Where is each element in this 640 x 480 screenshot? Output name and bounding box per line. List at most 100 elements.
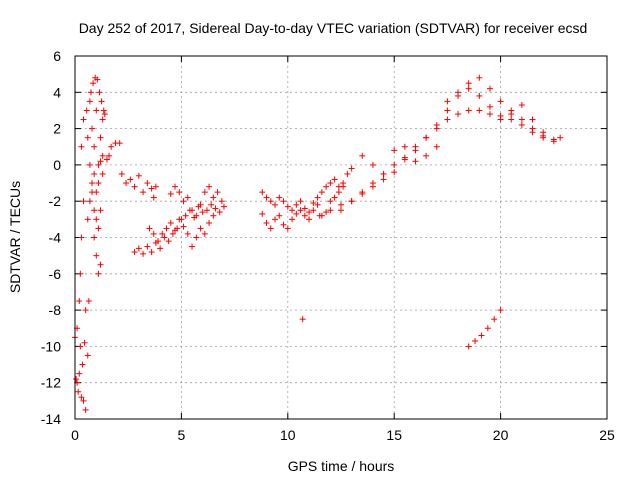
y-tick-label: -14 bbox=[41, 411, 61, 427]
data-point bbox=[148, 185, 155, 192]
data-point bbox=[444, 98, 451, 105]
data-point bbox=[98, 98, 105, 105]
data-point bbox=[180, 223, 187, 230]
data-point bbox=[331, 176, 338, 183]
data-point bbox=[154, 238, 161, 245]
data-point bbox=[391, 147, 398, 154]
data-point bbox=[486, 85, 493, 92]
data-point bbox=[518, 121, 525, 128]
data-point bbox=[84, 352, 91, 359]
data-point bbox=[486, 111, 493, 118]
data-point bbox=[146, 225, 153, 232]
data-point bbox=[316, 212, 323, 219]
data-point bbox=[91, 234, 98, 241]
data-point bbox=[172, 183, 179, 190]
data-point bbox=[84, 134, 91, 141]
data-point bbox=[86, 161, 93, 168]
data-point bbox=[106, 152, 113, 159]
data-point bbox=[391, 161, 398, 168]
data-point bbox=[144, 243, 151, 250]
data-point bbox=[484, 325, 491, 332]
data-point bbox=[85, 298, 92, 305]
data-point bbox=[272, 216, 279, 223]
data-point bbox=[391, 169, 398, 176]
data-point bbox=[131, 249, 138, 256]
data-point bbox=[301, 212, 308, 219]
data-point bbox=[167, 219, 174, 226]
data-point bbox=[557, 134, 564, 141]
data-point bbox=[259, 210, 266, 217]
data-point bbox=[210, 212, 217, 219]
data-point bbox=[167, 190, 174, 197]
x-tick-label: 25 bbox=[599, 427, 615, 443]
data-point bbox=[95, 225, 102, 232]
data-point bbox=[529, 116, 536, 123]
data-point bbox=[380, 170, 387, 177]
x-tick-label: 20 bbox=[493, 427, 509, 443]
data-point bbox=[184, 194, 191, 201]
data-point bbox=[310, 200, 317, 207]
data-point bbox=[116, 140, 123, 147]
data-point bbox=[86, 98, 93, 105]
data-point bbox=[152, 183, 159, 190]
data-point bbox=[100, 107, 107, 114]
data-point bbox=[220, 203, 227, 210]
data-point bbox=[150, 194, 157, 201]
data-point bbox=[108, 143, 115, 150]
data-point bbox=[476, 92, 483, 99]
data-point bbox=[455, 111, 462, 118]
data-point bbox=[165, 238, 172, 245]
data-point bbox=[327, 207, 334, 214]
data-point bbox=[83, 107, 90, 114]
data-point bbox=[444, 107, 451, 114]
data-point bbox=[193, 234, 200, 241]
y-tick-label: -12 bbox=[41, 375, 61, 391]
data-point bbox=[289, 207, 296, 214]
x-axis-title: GPS time / hours bbox=[288, 458, 395, 474]
data-point bbox=[401, 156, 408, 163]
data-point bbox=[314, 201, 321, 208]
x-tick-label: 0 bbox=[71, 427, 79, 443]
data-point bbox=[161, 234, 168, 241]
data-point bbox=[206, 219, 213, 226]
data-point bbox=[306, 216, 313, 223]
y-tick-label: -10 bbox=[41, 338, 61, 354]
data-point bbox=[476, 74, 483, 81]
y-tick-label: -8 bbox=[49, 302, 62, 318]
data-point bbox=[508, 116, 515, 123]
data-point bbox=[97, 158, 104, 165]
data-point bbox=[267, 198, 274, 205]
data-point bbox=[478, 332, 485, 339]
data-point bbox=[91, 207, 98, 214]
y-tick-label: 6 bbox=[53, 48, 61, 64]
data-point bbox=[335, 189, 342, 196]
data-point bbox=[497, 307, 504, 314]
data-point bbox=[99, 116, 106, 123]
data-point bbox=[284, 203, 291, 210]
data-point bbox=[465, 80, 472, 87]
y-tick-label: 2 bbox=[53, 121, 61, 137]
data-point bbox=[144, 180, 151, 187]
grid-lines bbox=[75, 56, 607, 419]
data-point bbox=[306, 209, 313, 216]
data-point bbox=[331, 194, 338, 201]
data-point bbox=[280, 221, 287, 228]
data-point bbox=[176, 189, 183, 196]
data-point bbox=[344, 170, 351, 177]
data-point bbox=[472, 337, 479, 344]
data-point bbox=[497, 98, 504, 105]
data-point bbox=[89, 125, 96, 132]
y-tick-label: 0 bbox=[53, 157, 61, 173]
data-point bbox=[91, 143, 98, 150]
data-point bbox=[76, 370, 83, 377]
data-point bbox=[82, 406, 89, 413]
data-point bbox=[93, 107, 100, 114]
data-point bbox=[267, 225, 274, 232]
data-point bbox=[81, 339, 88, 346]
data-point bbox=[263, 219, 270, 226]
data-point bbox=[369, 161, 376, 168]
data-point bbox=[169, 230, 176, 237]
data-point bbox=[455, 89, 462, 96]
data-point bbox=[529, 125, 536, 132]
data-point bbox=[140, 189, 147, 196]
